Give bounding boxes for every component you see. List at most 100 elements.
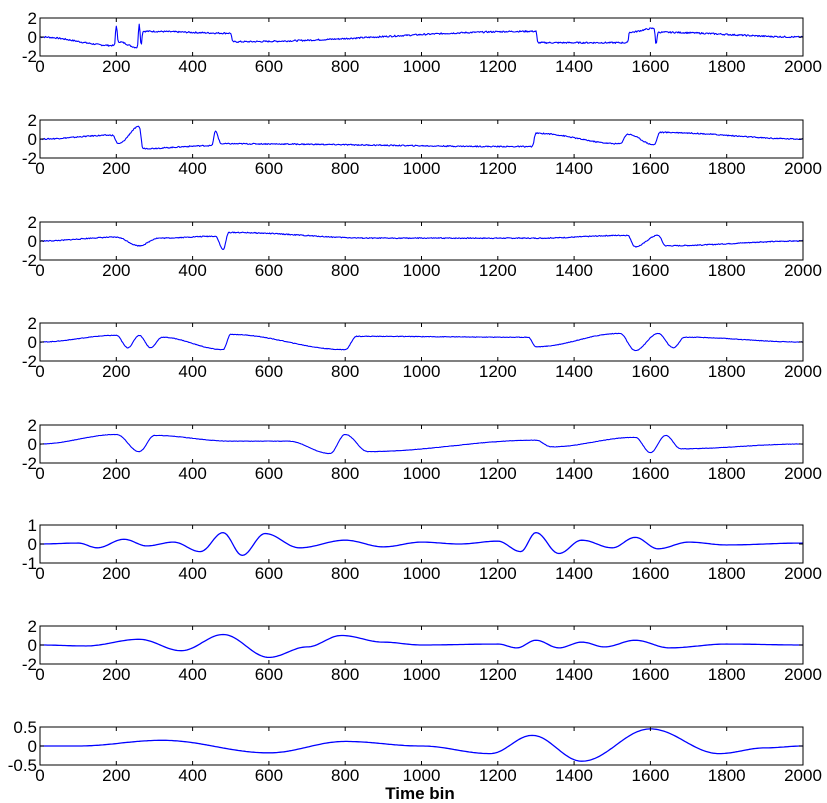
- x-tick-label: 1400: [555, 362, 593, 381]
- y-tick-label: 0.5: [13, 718, 37, 737]
- x-tick-label: 1200: [479, 665, 517, 684]
- x-tick-label: 1600: [631, 665, 669, 684]
- x-tick-label: 800: [331, 362, 359, 381]
- series-line-4: [39, 332, 804, 352]
- x-tick-label: 0: [35, 564, 44, 583]
- x-tick-label: 200: [102, 362, 130, 381]
- x-tick-label: 2000: [784, 665, 822, 684]
- x-tick-label: 1000: [403, 564, 441, 583]
- y-tick-label: 2: [28, 9, 37, 28]
- x-tick-label: 1000: [403, 159, 441, 178]
- x-tick-label: 1600: [631, 362, 669, 381]
- x-tick-label: 1200: [479, 464, 517, 483]
- y-tick-label: 0: [28, 130, 37, 149]
- subplot-8: 0 200 400 600 800 1000 1200 1400 1600 1800 2000 -0.…: [8, 718, 822, 785]
- y-tick-label: -2: [22, 655, 37, 674]
- subplot-1: 0 200 400 600 800 1000 1200 1400 1600 1800 2000 -20…: [22, 9, 822, 76]
- x-tick-label: 2000: [784, 564, 822, 583]
- series-line-2: [39, 125, 804, 150]
- x-tick-label: 1400: [555, 564, 593, 583]
- x-tick-label: 1600: [631, 766, 669, 785]
- x-tick-label: 0: [35, 57, 44, 76]
- y-tick-label: -0.5: [8, 756, 37, 775]
- x-tick-label: 400: [178, 464, 206, 483]
- x-tick-label: 1800: [708, 362, 746, 381]
- x-tick-label: 200: [102, 159, 130, 178]
- x-tick-label: 0: [35, 159, 44, 178]
- x-tick-label: 1800: [708, 261, 746, 280]
- x-tick-label: 1200: [479, 261, 517, 280]
- y-tick-label: 0: [28, 232, 37, 251]
- x-tick-label: 1000: [403, 57, 441, 76]
- series-line-1: [39, 23, 804, 49]
- x-tick-label: 600: [255, 766, 283, 785]
- x-tick-label: 800: [331, 564, 359, 583]
- y-tick-label: 0: [28, 28, 37, 47]
- x-tick-label: 0: [35, 362, 44, 381]
- x-tick-label: 0: [35, 464, 44, 483]
- x-tick-label: 400: [178, 564, 206, 583]
- y-tick-label: -2: [22, 149, 37, 168]
- x-tick-label: 200: [102, 261, 130, 280]
- y-tick-label: 0: [28, 535, 37, 554]
- x-tick-label: 1200: [479, 766, 517, 785]
- x-tick-label: 2000: [784, 362, 822, 381]
- x-tick-label: 1600: [631, 564, 669, 583]
- x-tick-label: 1200: [479, 159, 517, 178]
- y-tick-label: 0: [28, 333, 37, 352]
- x-tick-label: 1800: [708, 766, 746, 785]
- subplots: 0 200 400 600 800 1000 1200 1400 1600 1800 2000-20…: [8, 9, 822, 785]
- x-tick-label: 1000: [403, 464, 441, 483]
- x-tick-label: 400: [178, 362, 206, 381]
- y-tick-label: 0: [28, 737, 37, 756]
- x-tick-label: 1600: [631, 261, 669, 280]
- y-tick-label: 2: [28, 617, 37, 636]
- axes-box-4: [39, 322, 804, 362]
- x-tick-label: 800: [331, 665, 359, 684]
- x-tick-label: 1600: [631, 464, 669, 483]
- x-tick-label: 1000: [403, 766, 441, 785]
- x-tick-label: 1800: [708, 159, 746, 178]
- x-tick-label: 800: [331, 57, 359, 76]
- series-line-7: [40, 633, 803, 659]
- axes-box-6: [39, 524, 804, 564]
- x-tick-label: 1800: [708, 57, 746, 76]
- x-tick-label: 600: [255, 564, 283, 583]
- x-tick-label: 0: [35, 261, 44, 280]
- x-tick-label: 600: [255, 57, 283, 76]
- x-tick-label: 200: [102, 464, 130, 483]
- x-tick-label: 200: [102, 665, 130, 684]
- x-axis-label: Time bin: [385, 784, 455, 803]
- subplot-2: 0 200 400 600 800 1000 1200 1400 1600 1800 2000 -20…: [22, 111, 822, 178]
- y-tick-label: -2: [22, 352, 37, 371]
- y-tick-label: 2: [28, 314, 37, 333]
- y-tick-label: 2: [28, 111, 37, 130]
- y-tick-label: 2: [28, 416, 37, 435]
- series-line-5: [39, 433, 804, 455]
- x-tick-label: 2000: [784, 261, 822, 280]
- y-tick-label: -2: [22, 47, 37, 66]
- x-tick-label: 800: [331, 766, 359, 785]
- subplot-4: 0 200 400 600 800 1000 1200 1400 1600 1800 2000 -20…: [22, 314, 822, 381]
- x-tick-label: 400: [178, 159, 206, 178]
- x-tick-label: 600: [255, 362, 283, 381]
- axes-box-2: [39, 119, 804, 159]
- x-tick-label: 2000: [784, 766, 822, 785]
- x-tick-label: 600: [255, 159, 283, 178]
- x-tick-label: 2000: [784, 57, 822, 76]
- axes-box-1: [39, 17, 804, 57]
- y-tick-label: -1: [22, 554, 37, 573]
- x-tick-label: 400: [178, 261, 206, 280]
- x-tick-label: 200: [102, 564, 130, 583]
- x-tick-label: 400: [178, 665, 206, 684]
- x-tick-label: 1400: [555, 665, 593, 684]
- x-tick-label: 1000: [403, 362, 441, 381]
- x-tick-label: 1800: [708, 464, 746, 483]
- y-tick-label: 0: [28, 435, 37, 454]
- x-tick-label: 200: [102, 766, 130, 785]
- x-tick-label: 200: [102, 57, 130, 76]
- x-tick-label: 600: [255, 464, 283, 483]
- subplot-6: 0 200 400 600 800 1000 1200 1400 1600 1800 2000 -10…: [22, 516, 822, 583]
- x-tick-label: 800: [331, 159, 359, 178]
